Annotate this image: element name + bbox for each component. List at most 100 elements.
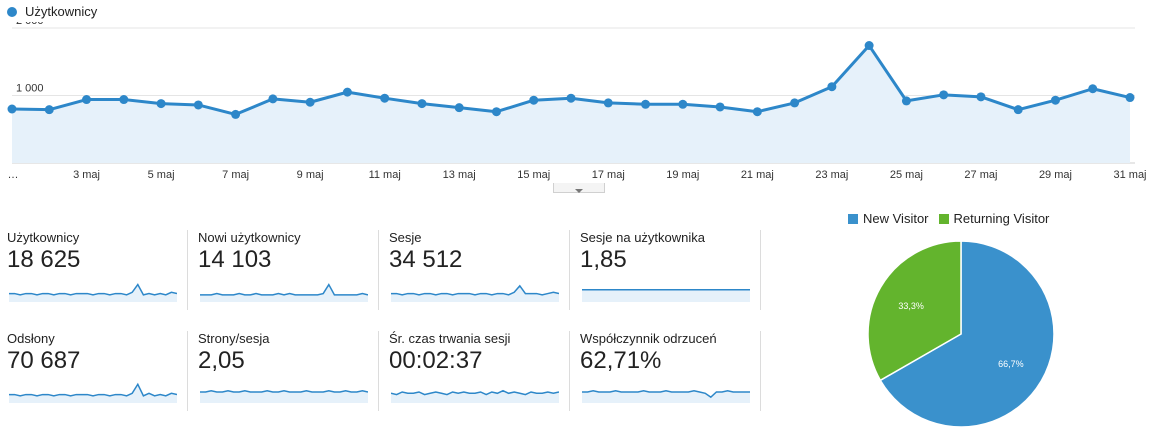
metric-value: 2,05 — [198, 347, 245, 374]
data-point[interactable]: 15 maj: 930 — [529, 95, 539, 105]
metric-tile[interactable]: Sesje na użytkownika 1,85 — [580, 230, 760, 322]
data-point[interactable]: 31 maj: 970 — [1125, 93, 1135, 103]
metric-sparkline — [582, 389, 750, 403]
collapse-chart-handle[interactable] — [553, 183, 605, 193]
chevron-down-icon — [575, 189, 583, 193]
data-point[interactable]: 27 maj: 980 — [976, 92, 986, 102]
pie-legend-item-returning[interactable]: Returning Visitor — [938, 211, 1050, 226]
users-line-chart[interactable]: 2 000 1 000 1 maj: 800 2 maj: 790 3 maj: 940… — [0, 22, 1156, 184]
metric-label: Współczynnik odrzuceń — [580, 331, 717, 346]
x-tick-label: 31 maj — [1113, 169, 1146, 181]
data-point[interactable]: 10 maj: 1050 — [342, 87, 352, 97]
pie-slice-label: 66,7% — [998, 359, 1024, 369]
data-point[interactable]: 19 maj: 870 — [678, 99, 688, 109]
x-tick-label: 15 maj — [517, 169, 550, 181]
data-point[interactable]: 29 maj: 930 — [1050, 95, 1060, 105]
metric-tile[interactable]: Strony/sesja 2,05 — [198, 331, 378, 423]
metric-label: Strony/sesja — [198, 331, 270, 346]
data-point[interactable]: 7 maj: 720 — [231, 109, 241, 119]
metric-divider — [760, 230, 761, 310]
data-point[interactable]: 6 maj: 860 — [193, 100, 203, 110]
y-tick-label: 1 000 — [16, 83, 44, 95]
metric-value: 18 625 — [7, 246, 81, 273]
data-point[interactable]: 23 maj: 1130 — [827, 82, 837, 92]
metric-divider — [187, 331, 188, 411]
metric-value: 62,71% — [580, 347, 662, 374]
x-tick-label: 13 maj — [443, 169, 476, 181]
metric-value: 00:02:37 — [389, 347, 483, 374]
metric-sparkline — [200, 283, 368, 302]
metric-divider — [378, 230, 379, 310]
x-tick-label: 29 maj — [1039, 169, 1072, 181]
metric-label: Śr. czas trwania sesji — [389, 331, 511, 346]
data-point[interactable]: 30 maj: 1100 — [1088, 84, 1098, 94]
series-dot-icon — [7, 6, 17, 17]
data-point[interactable]: 26 maj: 1010 — [939, 90, 949, 100]
metric-label: Użytkownicy — [7, 230, 80, 245]
data-point[interactable]: 8 maj: 950 — [268, 94, 278, 104]
metric-sparkline — [9, 283, 177, 302]
sparkline-area — [9, 384, 177, 403]
x-tick-label: 17 maj — [592, 169, 625, 181]
x-tick-label: 23 maj — [815, 169, 848, 181]
data-point[interactable]: 2 maj: 790 — [44, 105, 54, 115]
x-tick-label: 11 maj — [369, 169, 401, 181]
pie-legend-label: New Visitor — [863, 211, 929, 226]
pie-legend-item-new[interactable]: New Visitor — [848, 211, 929, 226]
data-point[interactable]: 9 maj: 900 — [305, 97, 315, 107]
metric-tile[interactable]: Nowi użytkownicy 14 103 — [198, 230, 378, 322]
metric-sparkline — [9, 382, 177, 403]
pie-slice[interactable] — [879, 240, 1055, 428]
metric-tile[interactable]: Odsłony 70 687 — [7, 331, 187, 423]
metric-value: 14 103 — [198, 246, 272, 273]
data-point[interactable]: 20 maj: 830 — [715, 102, 725, 112]
metric-divider — [187, 230, 188, 310]
sparkline-area — [9, 284, 177, 302]
data-point[interactable]: 3 maj: 940 — [82, 95, 92, 105]
metric-tile[interactable]: Sesje 34 512 — [389, 230, 569, 322]
data-point[interactable]: 22 maj: 890 — [790, 98, 800, 108]
x-tick-label: 25 maj — [890, 169, 923, 181]
data-point[interactable]: 4 maj: 940 — [119, 95, 129, 105]
data-point[interactable]: 24 maj: 1740 — [864, 41, 874, 51]
sparkline-area — [391, 390, 559, 403]
data-point[interactable]: 17 maj: 890 — [603, 98, 613, 108]
sparkline-area — [582, 289, 750, 302]
metric-tile[interactable]: Użytkownicy 18 625 — [7, 230, 187, 322]
sparkline-area — [200, 390, 368, 403]
sparkline-line — [9, 382, 177, 397]
data-point[interactable]: 1 maj: 800 — [7, 104, 17, 114]
chart-legend[interactable]: Użytkownicy — [7, 4, 97, 19]
data-point[interactable]: 18 maj: 870 — [641, 99, 651, 109]
y-tick-label: 2 000 — [16, 22, 44, 27]
sparkline-area — [582, 390, 750, 403]
metric-sparkline — [582, 288, 750, 302]
data-point[interactable]: 5 maj: 880 — [156, 99, 166, 109]
pie-slice-label: 33,3% — [898, 301, 924, 311]
data-point[interactable]: 12 maj: 880 — [417, 99, 427, 109]
x-tick-label: … — [8, 169, 19, 181]
returning-visitor-swatch-icon — [938, 213, 949, 224]
visitor-type-pie-chart[interactable]: 66,7% 33,3% — [860, 236, 1060, 432]
pie-slice[interactable] — [867, 240, 962, 382]
data-point[interactable]: 25 maj: 920 — [901, 96, 911, 106]
sparkline-area — [200, 284, 368, 302]
data-point[interactable]: 16 maj: 960 — [566, 93, 576, 103]
sparkline-line — [200, 389, 368, 393]
data-point[interactable]: 13 maj: 820 — [454, 103, 464, 113]
data-point[interactable]: 28 maj: 790 — [1013, 105, 1023, 115]
x-tick-label: 5 maj — [148, 169, 175, 181]
metric-tile[interactable]: Współczynnik odrzuceń 62,71% — [580, 331, 760, 423]
metric-value: 1,85 — [580, 246, 627, 273]
x-tick-label: 9 maj — [297, 169, 324, 181]
pie-legend-label: Returning Visitor — [953, 211, 1050, 226]
data-point[interactable]: 14 maj: 760 — [491, 107, 501, 117]
sparkline-line — [582, 389, 750, 399]
metric-divider — [569, 230, 570, 310]
metric-tile[interactable]: Śr. czas trwania sesji 00:02:37 — [389, 331, 569, 423]
x-tick-label: 7 maj — [222, 169, 249, 181]
data-point[interactable]: 21 maj: 760 — [752, 107, 762, 117]
data-point[interactable]: 11 maj: 960 — [380, 93, 390, 103]
legend-label: Użytkownicy — [25, 4, 98, 19]
metric-label: Nowi użytkownicy — [198, 230, 301, 245]
